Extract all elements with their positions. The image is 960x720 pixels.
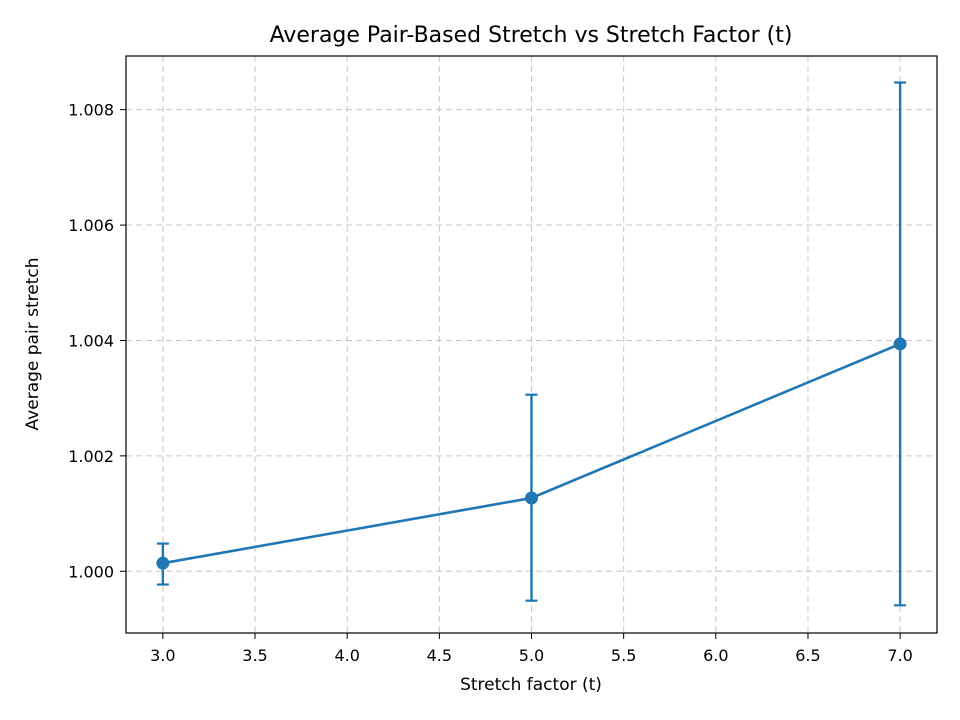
y-tick-label: 1.004 <box>68 331 114 350</box>
x-tick-label: 3.5 <box>242 646 267 665</box>
x-tick-label: 3.0 <box>150 646 175 665</box>
x-axis-label: Stretch factor (t) <box>460 675 602 695</box>
data-point <box>893 337 907 351</box>
y-tick-label: 1.006 <box>68 216 114 235</box>
x-tick-label: 5.0 <box>519 646 544 665</box>
series-layer <box>156 81 907 607</box>
x-tick-label: 4.0 <box>334 646 359 665</box>
x-tick-label: 6.5 <box>795 646 820 665</box>
data-point <box>156 556 170 570</box>
x-tick-label: 5.5 <box>611 646 636 665</box>
y-tick-label: 1.008 <box>68 101 114 120</box>
x-tick-label: 4.5 <box>427 646 452 665</box>
data-point <box>525 491 538 505</box>
y-axis-label: Average pair stretch <box>23 258 43 431</box>
chart-title: Average Pair-Based Stretch vs Stretch Fa… <box>270 23 793 48</box>
axis-layer: 3.0 3.5 4.0 4.5 5.0 5.5 6.0 6.5 7.0 1.000 1.002 1.0… <box>68 101 913 665</box>
y-tick-label: 1.000 <box>68 562 114 581</box>
x-tick-label: 6.0 <box>703 646 728 665</box>
x-tick-label: 7.0 <box>887 646 912 665</box>
y-tick-label: 1.002 <box>68 447 114 466</box>
plot-frame <box>125 55 938 634</box>
